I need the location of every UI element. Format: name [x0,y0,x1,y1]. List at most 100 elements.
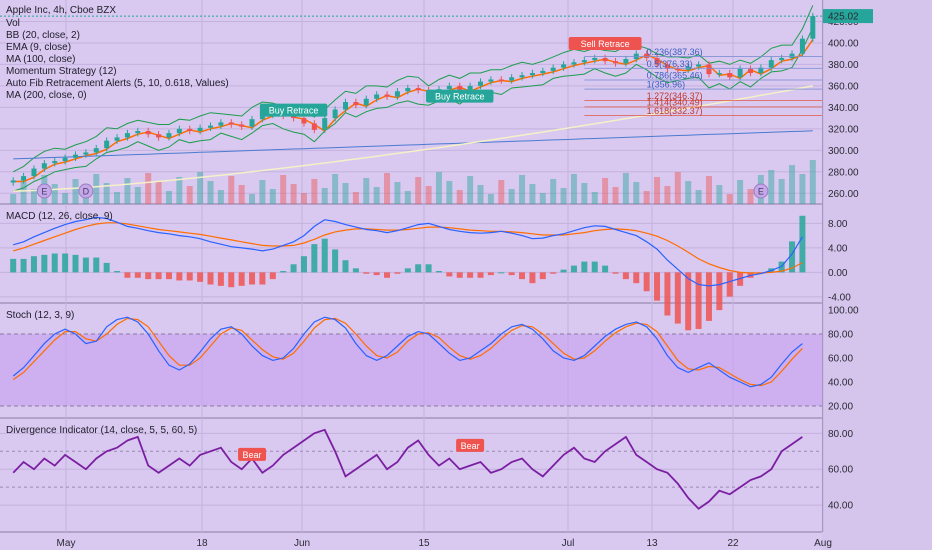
macd-histogram-bar [30,256,37,273]
candle [332,109,338,119]
candle [623,59,629,64]
overlay-legend-item: Momentum Strategy (12) [6,66,117,77]
volume-bar [20,180,27,204]
volume-bar [695,190,702,204]
event-marker[interactable] [753,183,769,199]
volume-bar [654,177,661,204]
candle [259,114,265,120]
stoch-axis-tick: 40.00 [828,378,853,389]
volume-bar [778,179,785,204]
time-axis-tick: 22 [727,538,739,549]
bear-label-box [238,447,267,461]
candle [218,122,224,126]
candle [249,119,255,127]
ma100-line [13,130,813,160]
macd-histogram-bar [134,272,141,278]
overlay-legend-item: BB (20, close, 2) [6,30,80,41]
macd-histogram-bar [280,271,287,273]
retrace-label: Sell Retrace [581,39,630,49]
volume-bar [487,194,494,204]
event-marker-label: E [758,187,764,197]
volume-bar [384,173,391,204]
candle [363,98,369,106]
retrace-label-box [568,37,642,51]
candle [353,102,359,106]
candle [581,60,587,63]
retrace-label: Buy Retrace [269,106,319,116]
retrace-label-box [426,89,494,103]
volume-bar [415,177,422,204]
macd-histogram-bar [477,272,484,278]
price-axis-tick: 400.00 [828,38,859,49]
macd-histogram-bar [498,272,505,274]
volume-bar [570,174,577,204]
macd-histogram-bar [394,272,401,274]
candle [187,128,193,131]
bear-label: Bear [243,450,262,460]
event-marker[interactable] [78,183,94,199]
volume-bar [467,176,474,204]
candle [41,163,47,169]
macd-axis-tick: 8.00 [828,219,848,230]
candle [145,130,151,135]
candle [561,64,567,68]
macd-histogram-bar [581,261,588,273]
candle [384,94,390,97]
candle [343,102,348,110]
macd-histogram-bar [165,272,172,280]
macd-histogram-bar [321,238,328,273]
macd-axis-tick: 0.00 [828,268,848,279]
macd-histogram-bar [300,256,307,273]
macd-histogram-bar [269,272,276,280]
time-axis-tick: 13 [646,538,658,549]
fib-level-label: 1.618(332.37) [647,106,703,116]
macd-histogram-bar [10,258,17,273]
macd-histogram-bar [332,249,339,273]
candle [488,79,494,82]
candle [166,133,172,138]
macd-histogram-bar [311,244,318,273]
price-axis-tick: 380.00 [828,60,859,71]
candle [737,68,743,78]
macd-histogram-bar [529,272,536,284]
macd-histogram-bar [217,272,224,286]
volume-bar [155,182,162,204]
volume-bar [612,187,619,204]
price-axis-tick: 320.00 [828,124,859,135]
candle [415,88,421,91]
macd-histogram-bar [363,272,370,274]
volume-bar [238,185,245,204]
macd-histogram-bar [352,268,359,273]
candle [727,73,733,78]
candle [93,148,99,153]
macd-histogram-bar [519,272,526,280]
event-marker[interactable] [36,183,52,199]
macd-histogram-bar [550,272,557,274]
volume-bar [228,176,235,204]
volume-bar [435,172,442,204]
stoch-d-line [12,317,803,387]
overlay-legend-item: MA (100, close) [6,54,75,65]
macd-histogram-bar [695,272,702,329]
candle [62,157,68,162]
divergence-axis-tick: 40.00 [828,501,853,512]
last-price-value: 425.02 [828,12,859,23]
volume-bar [705,176,712,204]
volume-bar [259,180,266,204]
macd-histogram-bar [404,268,411,273]
divergence-legend: Divergence Indicator (14, close, 5, 5, 6… [6,425,197,436]
volume-bar [321,188,328,204]
macd-histogram-bar [435,271,442,273]
volume-bar [124,178,131,204]
price-axis-tick: 280.00 [828,167,859,178]
volume-bar [737,180,744,204]
event-marker-label: E [41,187,47,197]
fib-level-label: 1.272(346.37) [647,91,703,101]
volume-bar [30,189,37,204]
candle [550,67,556,71]
volume-bar [425,186,432,204]
candle [498,79,504,81]
candle [810,16,816,39]
